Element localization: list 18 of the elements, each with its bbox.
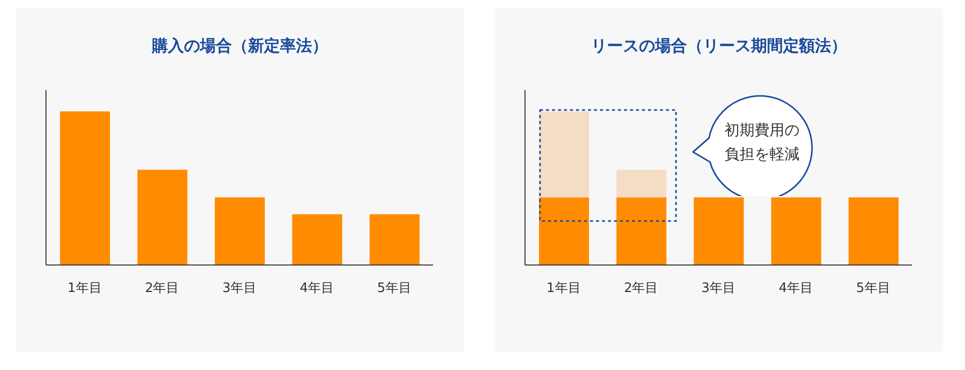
x-tick-label: 4年目 <box>300 281 334 296</box>
bar <box>292 214 342 265</box>
x-tick-label: 3年目 <box>701 281 736 296</box>
x-tick-label: 5年目 <box>856 281 890 296</box>
x-tick-label: 1年目 <box>546 281 581 296</box>
bar <box>137 170 188 265</box>
annotation: 初期費用の負担を軽減 <box>724 120 800 165</box>
x-tick-label: 3年目 <box>222 281 257 296</box>
x-tick-label: 4年目 <box>778 281 814 296</box>
x-tick-label: 1年目 <box>68 281 102 296</box>
chart-title: リースの場合（リース期間定額法） <box>590 36 848 57</box>
chart-title: 購入の場合（新定率法） <box>150 36 329 57</box>
x-tick-label: 2年目 <box>144 281 180 296</box>
x-tick-label: 5年目 <box>377 281 412 296</box>
bar <box>370 214 420 265</box>
x-tick-label: 2年目 <box>624 281 658 296</box>
bar <box>214 197 265 265</box>
bar <box>60 111 110 265</box>
